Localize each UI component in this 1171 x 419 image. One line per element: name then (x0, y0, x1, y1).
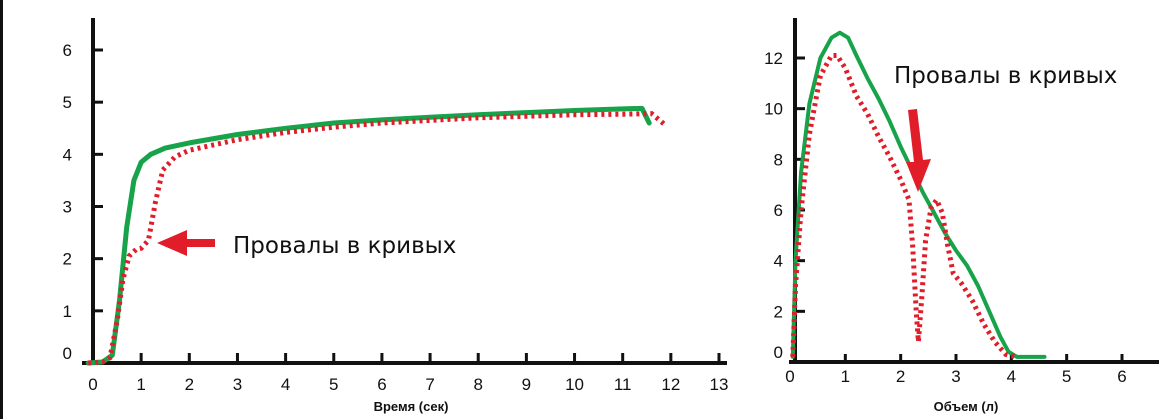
c1-y-tick-label: 1 (63, 302, 72, 321)
chart1-annotation-arrow (157, 230, 215, 256)
c2-y-tick-label: 12 (764, 49, 783, 68)
c2-x-tick-label: 4 (1007, 367, 1016, 386)
c1-x-tick-label: 10 (565, 375, 584, 394)
c1-x-tick-label: 13 (710, 375, 729, 394)
c2-x-tick-label: 0 (785, 367, 794, 386)
c1-y-tick-label: 0 (63, 344, 72, 363)
c1-x-tick-label: 7 (425, 375, 434, 394)
chart2-x-axis-title: Объем (л) (934, 399, 999, 414)
c2-x-tick-label: 3 (951, 367, 960, 386)
c1-x-tick-label: 4 (281, 375, 290, 394)
c1-x-tick-label: 2 (185, 375, 194, 394)
c1-y-tick-label: 6 (63, 41, 72, 60)
c1-y-tick-label: 5 (63, 93, 72, 112)
chart2-annotation-text: Провалы в кривых (894, 63, 1117, 89)
c2-x-tick-label: 5 (1062, 367, 1071, 386)
c1-x-tick-label: 6 (377, 375, 386, 394)
c2-y-tick-label: 6 (774, 201, 783, 220)
chart1-x-axis-title: Время (сек) (374, 399, 449, 414)
c2-y-tick-label: 8 (774, 150, 783, 169)
c2-y-tick-label: 2 (774, 302, 783, 321)
chart2-series-dotted-line (790, 53, 1018, 360)
c1-x-tick-label: 0 (88, 375, 97, 394)
c1-y-tick-label: 2 (63, 250, 72, 269)
chart2-series-solid-line (790, 30, 1047, 359)
c2-x-tick-label: 2 (896, 367, 905, 386)
c1-x-tick-label: 3 (233, 375, 242, 394)
c1-x-tick-label: 12 (661, 375, 680, 394)
c2-y-tick-label: 0 (774, 343, 783, 362)
chart2-annotation-arrow (906, 109, 931, 192)
c2-x-tick-label: 6 (1117, 367, 1126, 386)
c1-y-tick-label: 4 (63, 145, 72, 164)
c1-y-tick-label: 3 (63, 198, 72, 217)
c1-x-tick-label: 5 (329, 375, 338, 394)
c1-x-tick-label: 8 (473, 375, 482, 394)
c2-y-tick-label: 10 (764, 100, 783, 119)
c2-y-tick-label: 4 (774, 252, 783, 271)
c1-x-tick-label: 9 (522, 375, 531, 394)
c1-x-tick-label: 11 (614, 375, 632, 394)
left-frame-border (0, 0, 3, 419)
chart1-annotation-text: Провалы в кривых (233, 233, 456, 259)
c2-x-tick-label: 1 (841, 367, 850, 386)
c1-x-tick-label: 1 (136, 375, 145, 394)
